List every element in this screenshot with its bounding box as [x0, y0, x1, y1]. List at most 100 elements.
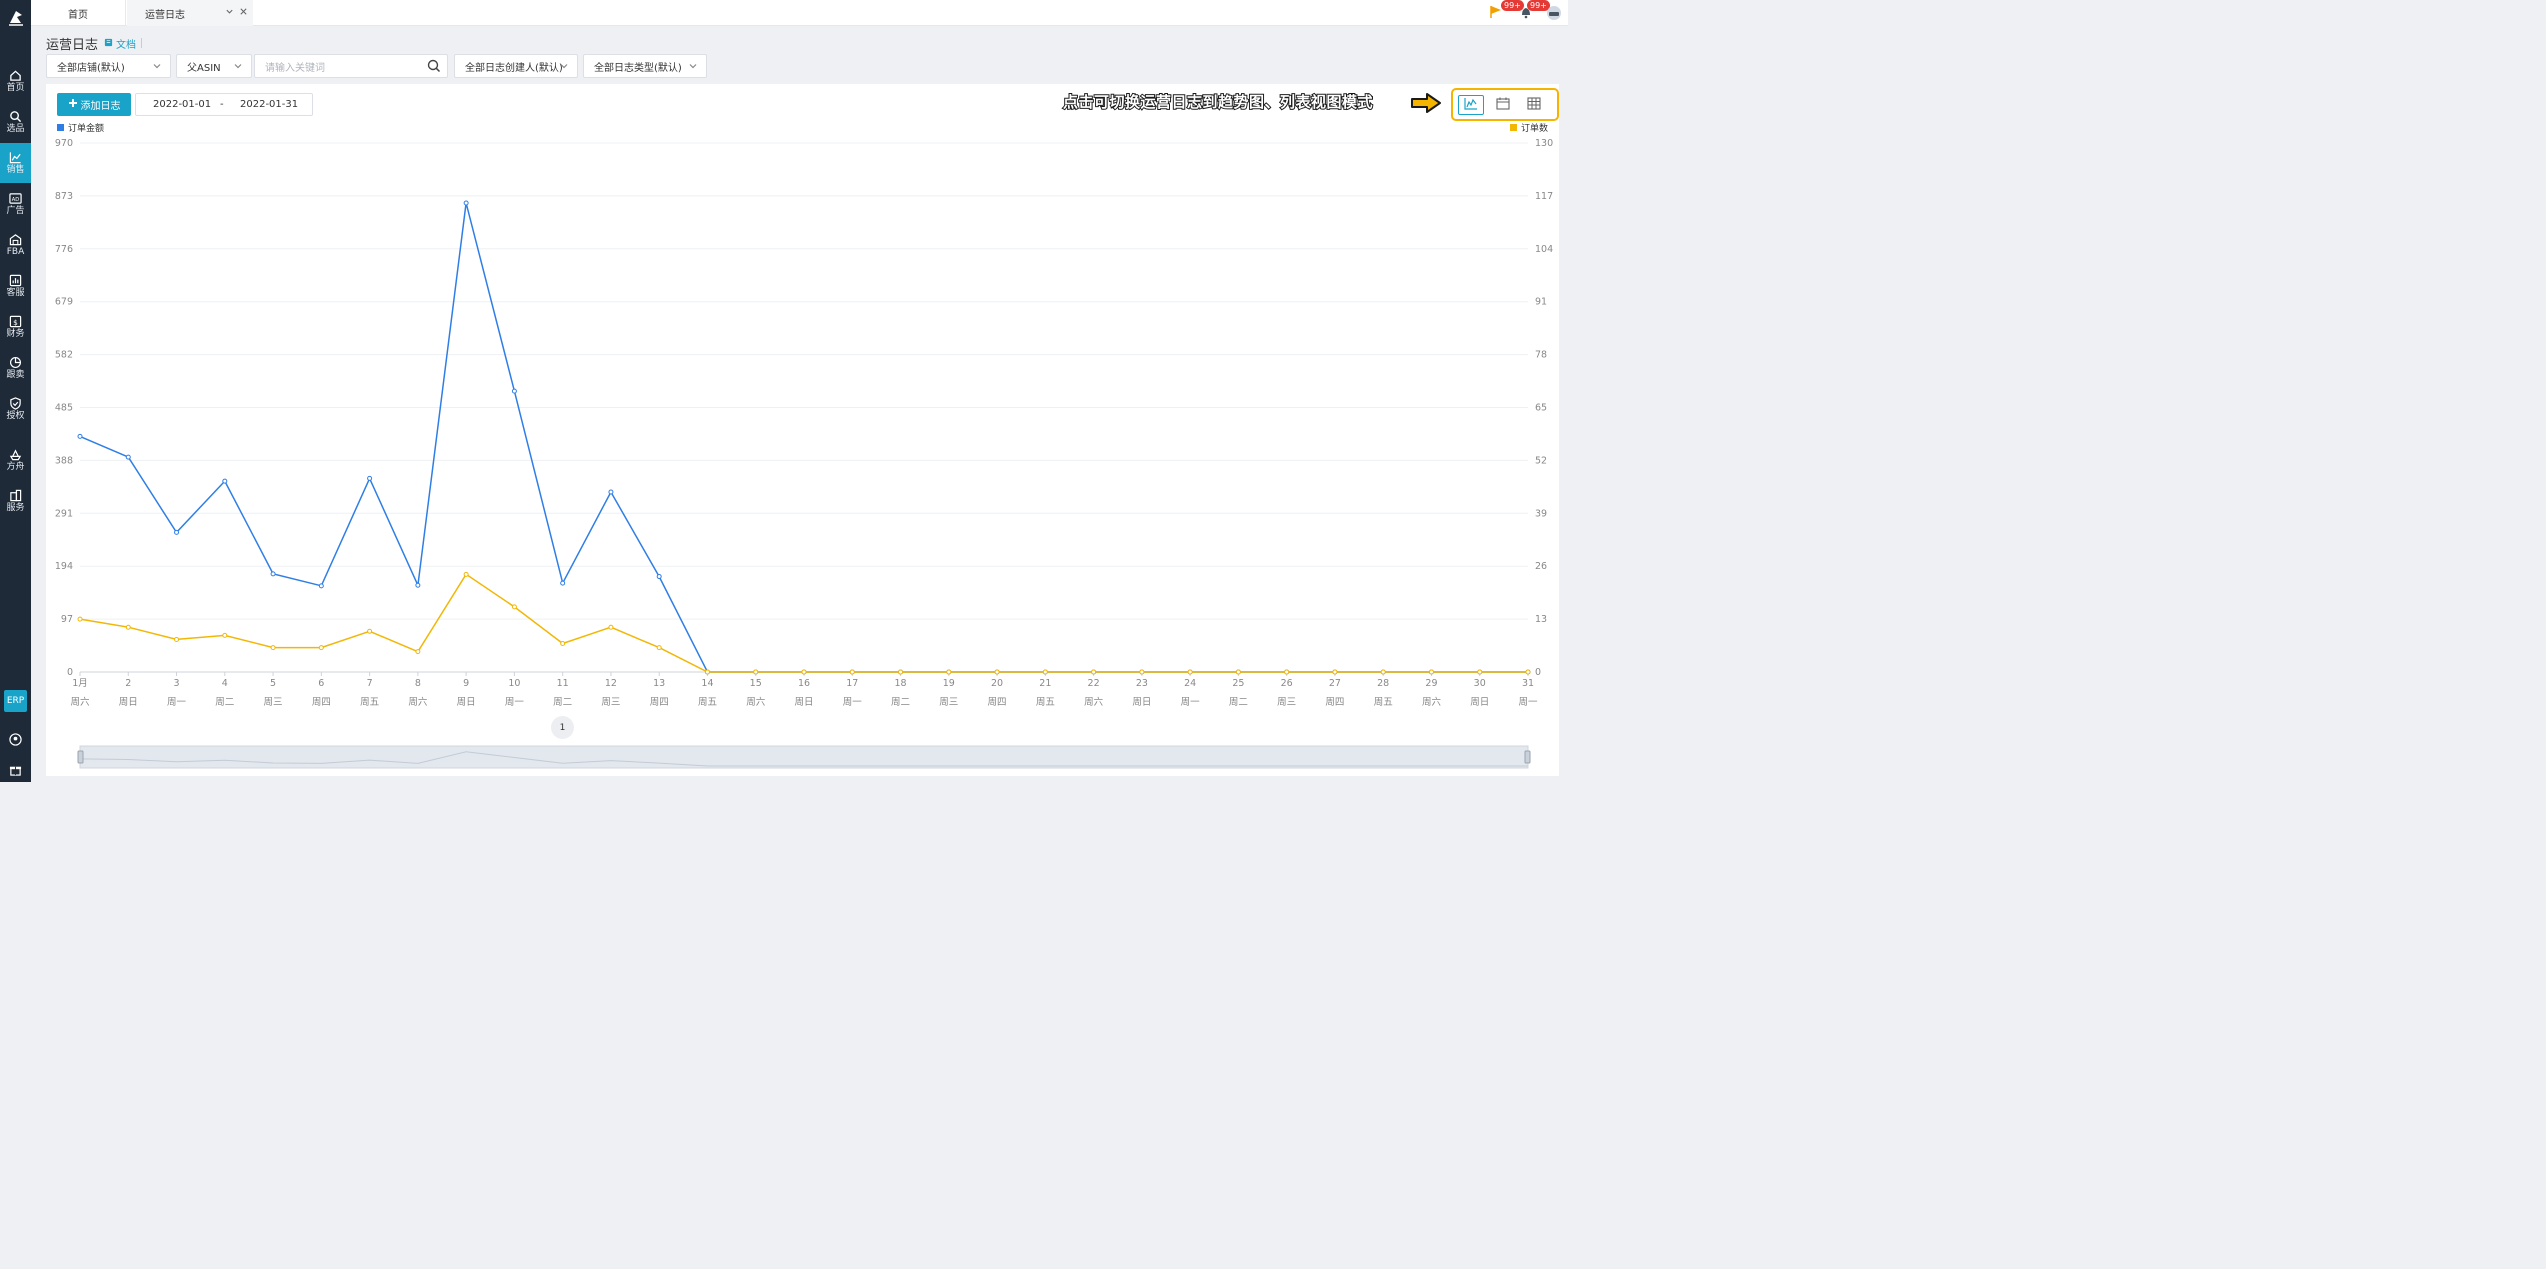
x-tick-label: 16	[798, 678, 810, 689]
data-point	[270, 645, 276, 651]
sidebar-item[interactable]: 方舟	[0, 440, 31, 480]
x-weekday-label: 周日	[794, 697, 813, 708]
gift-icon[interactable]	[0, 759, 31, 779]
trend-chart-icon	[9, 152, 21, 164]
x-tick-label: 17	[846, 678, 858, 689]
erp-button[interactable]: ERP	[4, 690, 27, 712]
asin-select[interactable]: 父ASIN	[176, 54, 252, 78]
date-start[interactable]: 2022-01-01	[153, 99, 212, 110]
data-point	[1428, 669, 1434, 675]
data-point	[415, 582, 421, 588]
sidebar-item[interactable]: FBA	[0, 225, 31, 265]
table-view-button[interactable]	[1521, 95, 1547, 115]
data-point	[463, 200, 469, 206]
bell-icon[interactable]	[1519, 5, 1535, 21]
y-right-tick-label: 65	[1535, 403, 1547, 414]
log-type-select[interactable]: 全部日志类型(默认)	[583, 54, 707, 78]
data-point	[1477, 669, 1483, 675]
sidebar-item-label: 销售	[6, 165, 25, 175]
trend-chart-icon	[1464, 97, 1478, 113]
close-icon[interactable]	[239, 7, 248, 19]
y-right-tick-label: 91	[1535, 297, 1547, 308]
view-mode-hint: 点击可切换运营日志到趋势图、列表视图模式	[1062, 92, 1374, 112]
chevron-down-icon	[152, 61, 162, 71]
legend-swatch	[1510, 124, 1517, 131]
data-point	[125, 624, 131, 630]
x-weekday-label: 周一	[843, 697, 863, 708]
avatar[interactable]	[1546, 5, 1562, 21]
top-tab-bar: 首页 运营日志 99+ 99+	[31, 0, 1568, 26]
chevron-down-icon	[688, 61, 698, 71]
tab-home[interactable]: 首页	[31, 0, 126, 26]
chevron-down-icon[interactable]	[225, 7, 234, 19]
sidebar-item[interactable]: 服务	[0, 481, 31, 521]
sidebar-item[interactable]: $ 财务	[0, 307, 31, 347]
trend-view-button[interactable]	[1458, 95, 1484, 115]
legend-label: 订单金额	[68, 124, 105, 134]
user-circle-icon[interactable]	[0, 729, 31, 749]
sidebar-item[interactable]: 选品	[0, 102, 31, 142]
data-point	[656, 645, 662, 651]
data-point	[415, 649, 421, 655]
legend-order-count[interactable]: 订单数	[1510, 121, 1548, 134]
x-weekday-label: 周五	[360, 697, 379, 708]
asin-select-value: 父ASIN	[187, 62, 221, 74]
sidebar-item-label: 服务	[6, 503, 25, 513]
book-icon	[104, 38, 113, 50]
doc-link-label: 文档	[116, 40, 136, 51]
sidebar-item-label: 选品	[6, 124, 25, 134]
date-range-picker[interactable]: 2022-01-01 - 2022-01-31	[135, 93, 313, 116]
zoom-slider-preview	[79, 751, 1528, 767]
ship-wheel-logo-icon[interactable]	[0, 4, 31, 32]
x-tick-label: 10	[508, 678, 520, 689]
y-right-tick-label: 0	[1535, 667, 1541, 678]
sidebar-item[interactable]: AD 广告	[0, 184, 31, 224]
y-right-tick-label: 104	[1535, 244, 1553, 255]
creator-select[interactable]: 全部日志创建人(默认)	[454, 54, 578, 78]
store-select[interactable]: 全部店铺(默认)	[46, 54, 171, 78]
x-weekday-label: 周四	[988, 697, 1007, 708]
x-tick-label: 31	[1522, 678, 1534, 689]
tab-log-label: 运营日志	[145, 9, 185, 21]
y-left-tick-label: 776	[55, 244, 73, 255]
y-right-tick-label: 13	[1535, 614, 1547, 625]
x-weekday-label: 周二	[891, 697, 910, 708]
data-point	[1187, 669, 1193, 675]
data-point	[125, 454, 131, 460]
x-tick-label: 27	[1329, 678, 1341, 689]
x-weekday-label: 周六	[408, 696, 428, 708]
sidebar-item[interactable]: 客服	[0, 266, 31, 306]
log-type-select-value: 全部日志类型(默认)	[594, 62, 682, 74]
tab-operation-log[interactable]: 运营日志	[127, 0, 253, 26]
legend-order-amount[interactable]: 订单金额	[57, 121, 104, 134]
data-point	[608, 489, 614, 495]
x-tick-label: 29	[1425, 678, 1437, 689]
y-right-tick-label: 130	[1535, 138, 1553, 149]
notification-badge: 99+	[1501, 0, 1524, 11]
table-icon	[1527, 97, 1541, 113]
dollar-icon: $	[9, 315, 22, 328]
keyword-search-input[interactable]: 请输入关键词	[254, 54, 448, 78]
data-point	[367, 628, 373, 634]
data-point	[560, 580, 566, 586]
doc-link[interactable]: 文档	[104, 36, 136, 51]
calendar-view-button[interactable]	[1490, 95, 1516, 115]
flag-icon[interactable]	[1489, 5, 1505, 21]
sidebar-item[interactable]: 跟卖	[0, 348, 31, 388]
warehouse-icon	[9, 234, 22, 246]
search-icon[interactable]	[427, 59, 441, 76]
add-log-button[interactable]: 添加日志	[57, 93, 131, 116]
data-point	[174, 529, 180, 535]
svg-text:$: $	[13, 318, 18, 327]
date-end[interactable]: 2022-01-31	[240, 99, 299, 110]
page-button[interactable]: 1	[551, 716, 574, 739]
sidebar-item[interactable]: 首页	[0, 61, 31, 101]
data-point	[77, 616, 83, 622]
sidebar-item[interactable]: 销售	[0, 143, 31, 183]
zoom-handle-right	[1524, 750, 1531, 764]
y-right-tick-label: 52	[1535, 455, 1547, 466]
x-weekday-label: 周六	[1084, 696, 1104, 708]
sidebar-item[interactable]: 授权	[0, 389, 31, 429]
series-line-order-amount	[79, 202, 1528, 673]
data-point	[1332, 669, 1338, 675]
